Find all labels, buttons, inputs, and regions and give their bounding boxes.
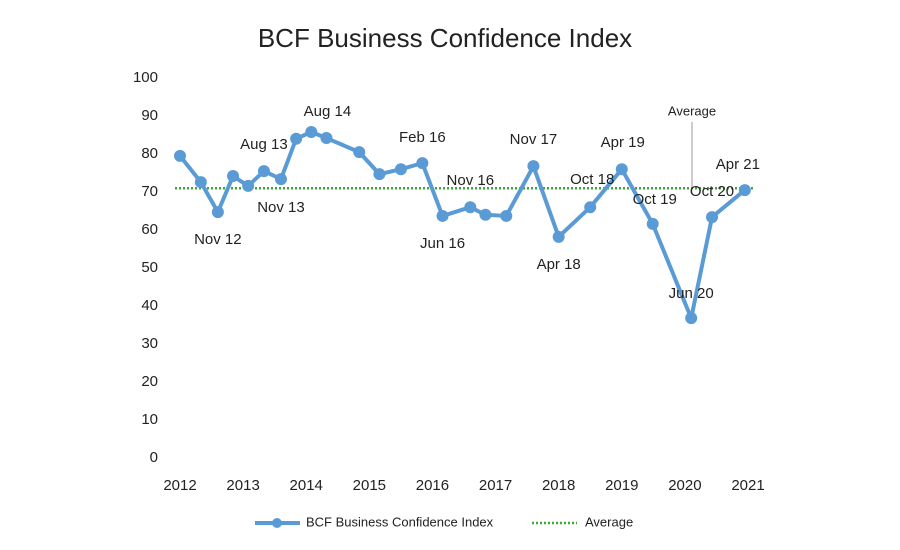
x-tick-label: 2020 — [668, 477, 701, 494]
y-tick-label: 90 — [141, 107, 158, 124]
point-annotation: Aug 13 — [240, 136, 288, 153]
data-point — [373, 168, 386, 181]
point-annotation: Jun 16 — [420, 235, 465, 252]
x-tick-label: 2012 — [163, 477, 196, 494]
data-point — [738, 184, 751, 197]
x-tick-label: 2014 — [290, 477, 323, 494]
point-annotation: Oct 20 — [690, 183, 734, 200]
x-tick-label: 2017 — [479, 477, 512, 494]
point-annotation: Nov 17 — [510, 131, 558, 148]
data-point — [416, 157, 429, 170]
data-point — [274, 173, 287, 186]
point-annotation: Aug 14 — [304, 103, 352, 120]
data-point — [479, 208, 492, 221]
y-tick-label: 80 — [141, 145, 158, 162]
y-tick-label: 40 — [141, 297, 158, 314]
legend-label: Average — [585, 514, 633, 529]
x-tick-label: 2013 — [226, 477, 259, 494]
legend-swatch-marker — [272, 518, 282, 528]
data-point — [211, 206, 224, 219]
average-annotation: Average — [668, 103, 716, 118]
point-annotation: Nov 13 — [257, 199, 305, 216]
data-point — [436, 209, 449, 222]
data-point — [394, 163, 407, 176]
point-annotation: Apr 21 — [716, 156, 760, 173]
y-tick-label: 60 — [141, 221, 158, 238]
data-point — [320, 132, 333, 145]
data-point — [706, 211, 719, 224]
point-annotation: Jun 20 — [669, 285, 714, 302]
data-point — [500, 209, 513, 222]
data-point — [615, 163, 628, 176]
data-point — [464, 201, 477, 214]
y-tick-label: 10 — [141, 411, 158, 428]
point-annotation: Feb 16 — [399, 129, 446, 146]
y-tick-label: 0 — [150, 449, 158, 466]
data-point — [584, 201, 597, 214]
data-point — [353, 146, 366, 159]
data-point — [257, 165, 270, 178]
data-point — [227, 170, 240, 183]
point-annotation: Oct 19 — [633, 191, 677, 208]
data-point — [194, 176, 207, 189]
point-annotation: Nov 12 — [194, 231, 242, 248]
data-point — [685, 312, 698, 325]
y-tick-label: 30 — [141, 335, 158, 352]
data-point — [646, 217, 659, 230]
data-point — [527, 160, 540, 173]
x-tick-label: 2018 — [542, 477, 575, 494]
data-point — [242, 179, 255, 192]
x-tick-label: 2019 — [605, 477, 638, 494]
data-point — [552, 230, 565, 243]
point-annotation: Apr 19 — [601, 134, 645, 151]
x-tick-label: 2021 — [731, 477, 764, 494]
x-tick-label: 2015 — [353, 477, 386, 494]
y-tick-label: 100 — [133, 69, 158, 86]
x-tick-label: 2016 — [416, 477, 449, 494]
data-point — [290, 132, 303, 145]
point-annotation: Oct 18 — [570, 171, 614, 188]
legend-label: BCF Business Confidence Index — [306, 514, 494, 529]
point-annotation: Nov 16 — [447, 172, 495, 189]
y-tick-label: 50 — [141, 259, 158, 276]
data-point — [174, 149, 186, 162]
point-annotation: Apr 18 — [537, 256, 581, 273]
data-point — [305, 125, 318, 138]
series-line — [178, 129, 747, 321]
y-tick-label: 20 — [141, 373, 158, 390]
chart-title: BCF Business Confidence Index — [258, 23, 632, 53]
y-tick-label: 70 — [141, 183, 158, 200]
